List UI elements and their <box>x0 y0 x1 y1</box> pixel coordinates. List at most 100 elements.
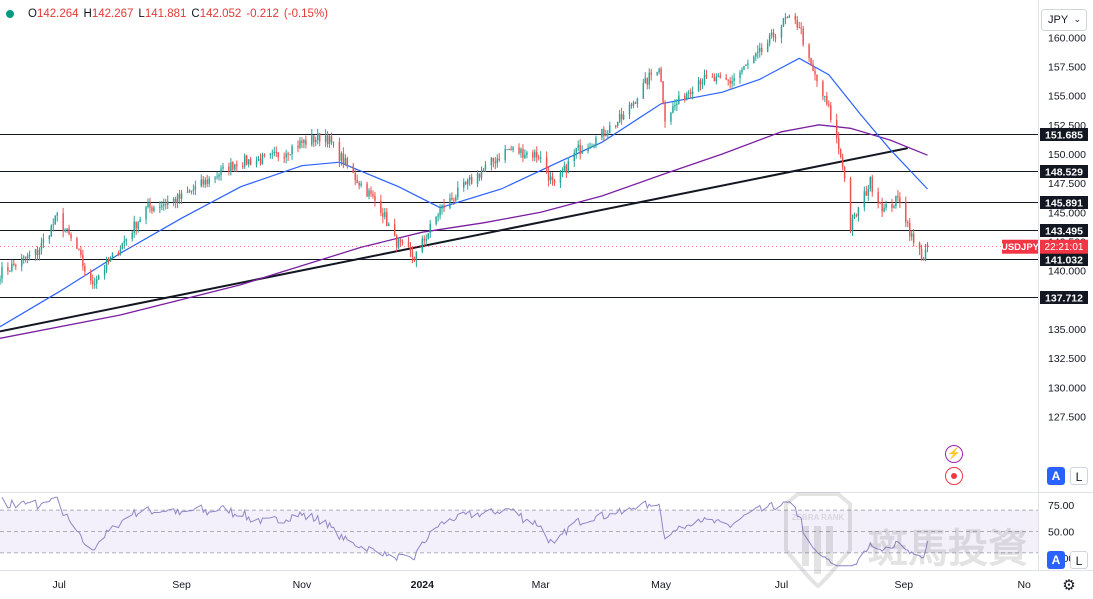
candle-body <box>427 233 429 239</box>
candle-body <box>107 259 110 262</box>
candle-body <box>591 146 593 148</box>
candle-body <box>782 17 785 27</box>
candle-body <box>595 137 597 146</box>
candle-body <box>346 158 349 166</box>
candle-body <box>899 197 901 203</box>
candle-body <box>614 125 617 127</box>
currency-label: JPY <box>1048 14 1069 26</box>
horizontal-levels[interactable] <box>0 134 1038 298</box>
candle-body <box>664 103 666 122</box>
auto-scale-button-main[interactable]: A <box>1047 467 1065 485</box>
candle-body <box>480 171 483 178</box>
candle-body <box>470 177 473 184</box>
currency-select[interactable]: JPY ⌄ <box>1041 9 1087 31</box>
candle-body <box>802 28 804 45</box>
candle-body <box>753 56 755 64</box>
candle-body <box>315 139 317 143</box>
time-tick-label: 2024 <box>411 579 435 591</box>
candle-body <box>522 148 524 158</box>
candle-body <box>589 146 591 149</box>
candle-body <box>135 221 137 229</box>
countdown-label: 22:21:01 <box>1045 242 1084 253</box>
time-tick-label: May <box>651 579 672 591</box>
candle-body <box>178 194 181 199</box>
price-tick-label: 150.000 <box>1048 149 1086 161</box>
candle-body <box>656 72 658 75</box>
candle-body <box>482 169 485 172</box>
candle-body <box>388 224 390 226</box>
candle-body <box>269 154 272 156</box>
candle-body <box>188 190 191 192</box>
candle-body <box>766 43 769 52</box>
candle-body <box>463 181 465 188</box>
record-icon[interactable] <box>945 467 963 485</box>
candle-body <box>84 266 86 272</box>
gear-icon[interactable]: ⚙ <box>1062 577 1076 594</box>
candle-body <box>593 145 595 147</box>
candle-body <box>893 206 895 208</box>
candle-body <box>299 140 301 148</box>
candle-body <box>153 207 155 211</box>
candle-body <box>52 224 55 226</box>
candle-body <box>66 228 68 230</box>
log-scale-button-rsi[interactable]: L <box>1070 551 1088 569</box>
candle-body <box>865 191 868 196</box>
candle-body <box>835 120 838 139</box>
candle-body <box>784 17 787 19</box>
trendline[interactable] <box>0 147 908 333</box>
candle-body <box>484 165 487 170</box>
auto-scale-button-rsi[interactable]: A <box>1047 551 1065 569</box>
candle-body <box>421 238 424 252</box>
candle-body <box>194 186 197 190</box>
candle-body <box>145 206 147 220</box>
low-value: 141.881 <box>144 8 187 20</box>
candle-body <box>822 81 824 97</box>
candle-body <box>504 149 506 161</box>
candle-body <box>660 68 662 82</box>
log-scale-button-main[interactable]: L <box>1070 467 1088 485</box>
candle-body <box>330 136 333 143</box>
candle-body <box>38 249 41 256</box>
candle-body <box>117 252 120 255</box>
moving-average-slow <box>0 124 928 339</box>
price-tick-label: 132.500 <box>1048 353 1086 365</box>
candle-body <box>701 82 704 85</box>
ma-fast-line <box>0 57 928 328</box>
candle-body <box>466 179 469 185</box>
candle-body <box>303 140 305 143</box>
candle-body <box>581 151 583 154</box>
time-tick-label: Jul <box>52 579 65 591</box>
candle-body <box>705 74 708 77</box>
candle-body <box>399 239 402 242</box>
change-value: -0.212 <box>246 8 279 20</box>
countdown-tag <box>1040 239 1088 254</box>
candle-body <box>747 63 749 65</box>
candle-body <box>24 256 27 259</box>
candle-body <box>912 233 915 243</box>
candle-body <box>161 205 163 208</box>
candle-body <box>565 165 568 174</box>
lightning-icon[interactable]: ⚡ <box>945 445 963 463</box>
candle-body <box>28 254 31 256</box>
candle-body <box>650 72 652 75</box>
candle-body <box>699 80 702 85</box>
time-axis[interactable]: Jul Sep Nov 2024 Mar May Jul Sep No <box>52 579 1031 591</box>
close-label: C <box>191 8 200 20</box>
candle-body <box>95 279 98 284</box>
candle-body <box>190 190 193 192</box>
candle-body <box>849 178 852 231</box>
candle-body <box>851 218 854 231</box>
candle-body <box>759 47 761 52</box>
candle-body <box>577 144 579 148</box>
candle-body <box>587 148 589 152</box>
candle-body <box>166 201 169 205</box>
candle-body <box>697 80 700 92</box>
candle-body <box>674 105 676 107</box>
candle-body <box>741 69 743 73</box>
candle-body <box>283 157 285 159</box>
level-tag-label: 137.712 <box>1045 292 1083 304</box>
candle-body <box>828 104 830 106</box>
candle-body <box>34 249 37 255</box>
